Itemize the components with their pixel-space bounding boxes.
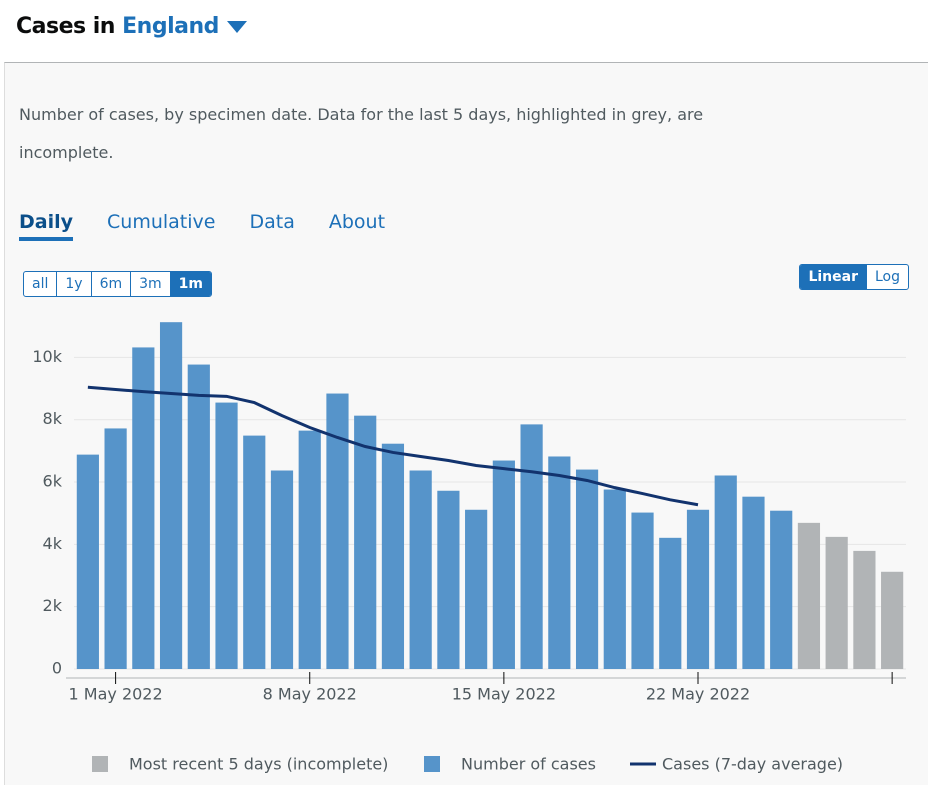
dropdown-caret[interactable]: [226, 21, 247, 33]
bar: [104, 428, 127, 669]
bar: [825, 536, 848, 669]
bar: [215, 402, 238, 669]
y-tick-label: 10k: [32, 347, 62, 366]
bar: [631, 512, 654, 669]
y-tick-label: 0: [52, 659, 62, 678]
x-tick-label: 22 May 2022: [646, 685, 750, 704]
bar: [465, 509, 488, 669]
bar: [520, 424, 543, 669]
scale-button[interactable]: Log: [874, 269, 900, 285]
bar: [76, 454, 99, 669]
legend-label: Cases (7-day average): [662, 755, 843, 774]
tab[interactable]: About: [328, 211, 386, 233]
bar: [686, 509, 710, 669]
x-tick-label: 8 May 2022: [263, 685, 357, 704]
tab[interactable]: Daily: [19, 211, 74, 241]
x-tick-label: 1 May 2022: [69, 685, 163, 704]
bar: [243, 435, 266, 669]
header-prefix: Cases in: [16, 14, 115, 39]
range-button[interactable]: 1m: [170, 272, 211, 296]
bar: [603, 489, 626, 669]
range-button[interactable]: all: [24, 272, 58, 296]
scale-button[interactable]: Linear: [800, 265, 867, 289]
bar: [354, 415, 377, 669]
bar: [270, 470, 294, 669]
bar: [659, 537, 682, 669]
bar: [132, 347, 155, 669]
y-tick-label: 8k: [43, 409, 63, 428]
bar: [381, 443, 405, 669]
bar: [853, 550, 876, 669]
area-select[interactable]: England: [122, 14, 219, 39]
bar: [187, 364, 210, 669]
y-tick-label: 2k: [43, 596, 63, 615]
range-button[interactable]: 6m: [92, 272, 132, 296]
bar: [492, 460, 515, 669]
range-button[interactable]: 3m: [131, 272, 171, 296]
average-line: [87, 385, 699, 507]
description: Number of cases, by specimen date. Data …: [19, 105, 704, 162]
tab[interactable]: Data: [249, 211, 295, 233]
tabs: Daily Cumulative Data About: [19, 211, 385, 241]
bar: [437, 490, 460, 669]
legend-swatch: [424, 756, 440, 772]
tab[interactable]: Cumulative: [107, 211, 216, 233]
bar: [548, 456, 571, 669]
y-tick-label: 4k: [43, 534, 63, 553]
legend-swatch: [92, 756, 108, 772]
bar: [797, 522, 821, 669]
bar: [742, 496, 765, 669]
bar: [409, 470, 432, 669]
bar: [881, 571, 904, 669]
bar: [575, 469, 599, 669]
range-button[interactable]: 1y: [57, 272, 92, 296]
legend-label: Number of cases: [461, 755, 596, 774]
y-tick-label: 6k: [43, 472, 63, 491]
legend-label: Most recent 5 days (incomplete): [129, 755, 388, 774]
bar: [298, 430, 321, 669]
header: Cases in England: [16, 14, 247, 39]
bar: [326, 393, 349, 669]
scale-buttons: Linear Log: [799, 264, 909, 290]
bar: [159, 322, 183, 669]
range-buttons: all 1y 6m 3m 1m: [23, 271, 212, 297]
bar: [770, 510, 793, 669]
x-tick-label: 15 May 2022: [452, 685, 556, 704]
bar: [714, 475, 737, 669]
